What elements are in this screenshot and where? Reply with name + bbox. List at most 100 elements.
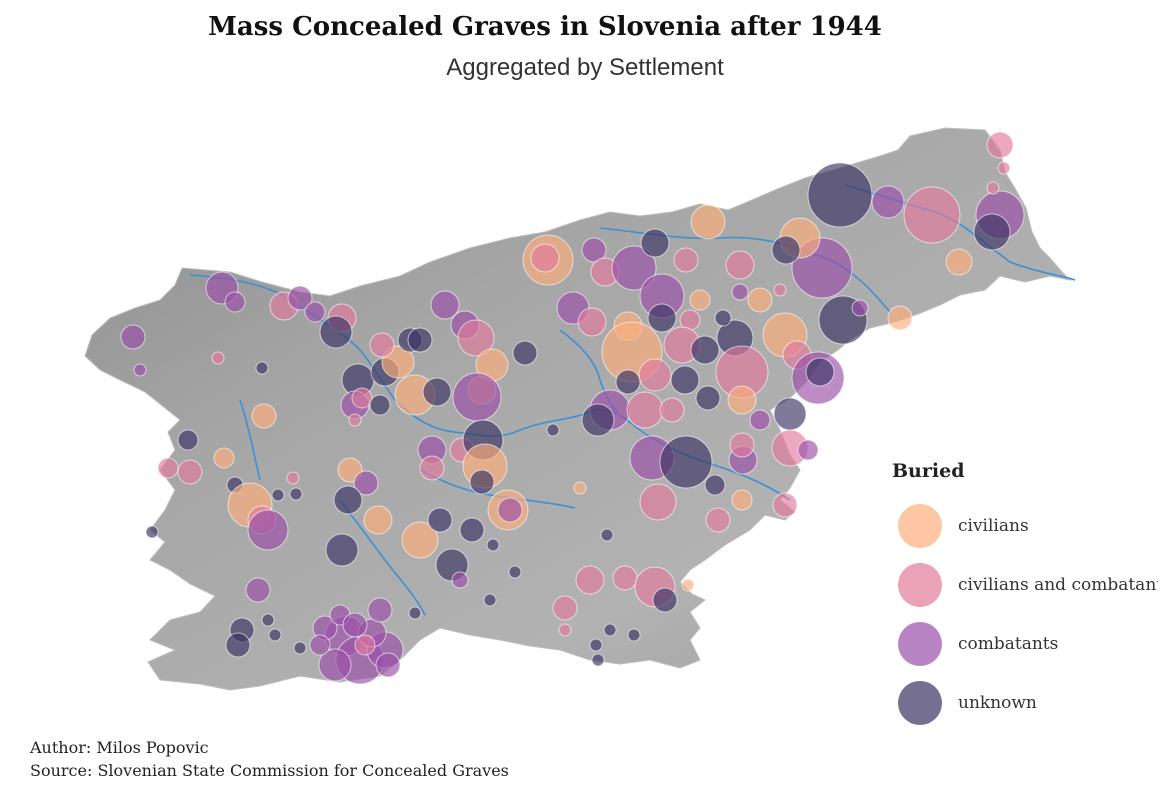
grave-bubble (640, 228, 670, 258)
grave-bubble (211, 351, 225, 365)
grave-bubble (407, 327, 433, 353)
legend-label: civilians (958, 515, 1029, 536)
grave-bubble (704, 474, 726, 496)
grave-bubble (773, 283, 787, 297)
legend-label: civilians and combatants (958, 574, 1158, 595)
grave-bubble (530, 243, 560, 273)
grave-bubble (727, 385, 757, 415)
grave-bubble (145, 525, 159, 539)
grave-bubble (177, 459, 203, 485)
grave-bubble (247, 509, 289, 551)
grave-bubble (945, 248, 973, 276)
grave-bubble (689, 289, 711, 311)
legend-swatch-civilians-and-combatants (898, 562, 942, 607)
grave-bubble (157, 457, 179, 479)
legend-item-unknown: unknown (890, 673, 1160, 732)
legend: Buried civilians civilians and combatant… (890, 460, 1160, 732)
legend-swatch-combatants (898, 621, 942, 666)
grave-bubble (659, 435, 713, 489)
grave-bubble (638, 358, 672, 392)
grave-bubble (603, 623, 617, 637)
grave-bubble (690, 335, 720, 365)
grave-bubble (319, 315, 353, 349)
grave-bubble (589, 638, 603, 652)
grave-bubble (986, 131, 1014, 159)
grave-bubble (612, 565, 638, 591)
grave-bubble (177, 429, 199, 451)
grave-bubble (731, 489, 753, 511)
grave-bubble (325, 533, 359, 567)
grave-bubble (591, 653, 605, 667)
grave-bubble (457, 319, 495, 357)
grave-bubble (600, 528, 614, 542)
map-subtitle: Aggregated by Settlement (446, 54, 724, 81)
grave-bubble (261, 613, 275, 627)
legend-item-combatants: combatants (890, 614, 1160, 673)
grave-bubble (459, 517, 485, 543)
grave-bubble (512, 340, 538, 366)
grave-bubble (483, 593, 497, 607)
grave-bubble (286, 471, 300, 485)
grave-bubble (690, 204, 726, 240)
grave-bubble (497, 497, 523, 523)
grave-bubble (615, 369, 641, 395)
grave-bubble (293, 641, 307, 655)
source-credit: Source: Slovenian State Commission for C… (30, 761, 509, 780)
grave-bubble (773, 397, 807, 431)
grave-bubble (546, 423, 560, 437)
grave-bubble (747, 287, 773, 313)
grave-bubble (573, 481, 587, 495)
grave-bubble (408, 606, 422, 620)
grave-bubble (731, 283, 749, 301)
grave-bubble (430, 290, 460, 320)
legend-label: unknown (958, 692, 1037, 713)
grave-bubble (652, 587, 678, 613)
river-kolpa (339, 499, 426, 616)
grave-bubble (805, 357, 835, 387)
grave-bubble (611, 245, 657, 291)
grave-bubble (577, 307, 607, 337)
grave-bubble (705, 507, 731, 533)
grave-bubble (225, 632, 251, 658)
grave-bubble (626, 391, 664, 429)
grave-bubble (575, 565, 605, 595)
caption: Author: Milos Popovic Source: Slovenian … (30, 736, 509, 782)
grave-bubble (581, 237, 607, 263)
grave-bubble (367, 597, 393, 623)
grave-bubble (271, 488, 285, 502)
legend-label: combatants (958, 633, 1059, 654)
grave-bubble (120, 324, 146, 350)
grave-bubble (581, 403, 615, 437)
grave-bubble (369, 332, 395, 358)
grave-bubble (419, 455, 445, 481)
grave-bubble (287, 285, 313, 311)
grave-bubble (353, 470, 379, 496)
grave-bubble (427, 507, 453, 533)
grave-bubble (647, 303, 677, 333)
grave-bubble (375, 652, 401, 678)
grave-bubble (807, 162, 873, 228)
grave-bubble (309, 634, 331, 656)
legend-item-civilians-and-combatants: civilians and combatants (890, 555, 1160, 614)
river-soca (239, 399, 261, 481)
grave-bubble (213, 447, 235, 469)
grave-bubble (903, 186, 961, 244)
map-title: Mass Concealed Graves in Slovenia after … (208, 12, 882, 42)
grave-bubble (552, 595, 578, 621)
grave-bubble (997, 161, 1011, 175)
grave-bubble (508, 565, 522, 579)
grave-bubble (558, 623, 572, 637)
grave-bubble (318, 648, 352, 682)
grave-bubble (333, 485, 363, 515)
author-credit: Author: Milos Popovic (30, 738, 209, 757)
legend-title: Buried (892, 460, 965, 482)
grave-bubble (714, 309, 732, 327)
grave-bubble (469, 469, 495, 495)
grave-bubble (245, 577, 271, 603)
grave-bubble (973, 213, 1011, 251)
grave-bubble (627, 628, 641, 642)
grave-bubble (851, 299, 869, 317)
grave-bubble (251, 403, 277, 429)
grave-bubble (659, 397, 685, 423)
grave-bubble (772, 492, 798, 518)
